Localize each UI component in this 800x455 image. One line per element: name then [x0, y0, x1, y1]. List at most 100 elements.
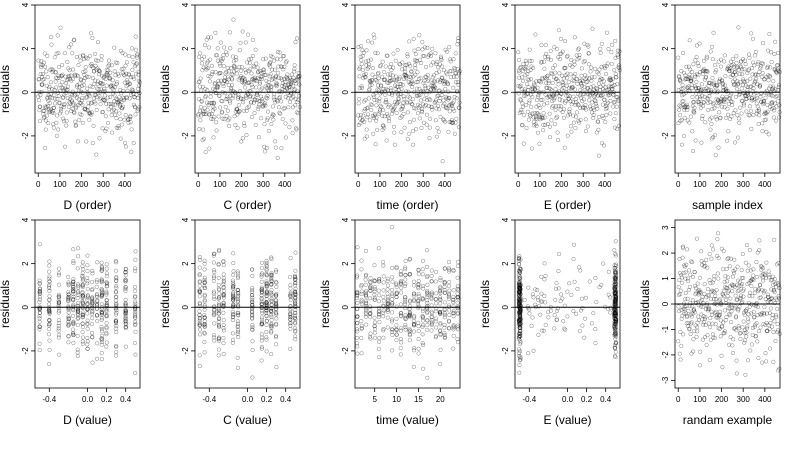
- data-point: [212, 338, 217, 343]
- data-point: [572, 62, 577, 67]
- data-point: [426, 85, 431, 90]
- data-point: [710, 106, 715, 112]
- data-point: [113, 289, 118, 294]
- data-point: [702, 291, 707, 296]
- data-point: [250, 310, 255, 315]
- data-point: [37, 305, 42, 311]
- data-point: [43, 127, 48, 132]
- data-point: [690, 274, 696, 280]
- data-point: [47, 285, 52, 291]
- data-point: [745, 79, 750, 84]
- data-point: [105, 120, 111, 126]
- data-point: [683, 276, 688, 281]
- data-point: [411, 142, 416, 147]
- data-point: [197, 257, 203, 262]
- data-point: [517, 288, 522, 293]
- data-point: [614, 319, 619, 324]
- data-point: [419, 125, 424, 131]
- data-point: [613, 276, 618, 281]
- data-point: [372, 335, 378, 340]
- data-point: [75, 95, 80, 101]
- data-point: [724, 266, 729, 272]
- data-point: [704, 56, 709, 61]
- data-point: [764, 260, 769, 265]
- data-point: [559, 98, 565, 103]
- data-point: [718, 116, 723, 121]
- data-point: [360, 118, 365, 123]
- data-point: [237, 64, 242, 70]
- data-point: [573, 102, 578, 107]
- data-point: [235, 331, 240, 336]
- data-point: [758, 325, 763, 330]
- data-point: [772, 66, 777, 72]
- data-point: [293, 292, 298, 297]
- data-point: [250, 293, 255, 298]
- data-point: [420, 341, 425, 346]
- data-point: [394, 110, 399, 115]
- data-point: [437, 69, 442, 74]
- data-point: [124, 84, 129, 89]
- data-point: [404, 76, 409, 81]
- data-point: [718, 115, 723, 120]
- data-point: [88, 84, 93, 89]
- data-point: [446, 294, 451, 299]
- data-point: [709, 115, 714, 120]
- data-point: [552, 326, 557, 331]
- data-point: [368, 336, 373, 341]
- data-point: [517, 290, 522, 295]
- data-point: [685, 247, 690, 252]
- data-point: [57, 332, 62, 337]
- data-point: [449, 103, 454, 108]
- data-point: [438, 284, 443, 289]
- data-point: [119, 100, 124, 105]
- y-axis-label: residuals: [318, 65, 332, 113]
- data-point: [571, 94, 576, 99]
- data-point: [739, 300, 744, 306]
- data-point: [442, 322, 447, 327]
- data-point: [734, 371, 739, 376]
- data-point: [684, 262, 689, 267]
- data-point: [288, 295, 293, 300]
- data-point: [756, 287, 761, 292]
- data-point: [679, 117, 684, 122]
- data-point: [259, 346, 264, 351]
- data-point: [259, 287, 264, 293]
- data-point: [216, 307, 221, 312]
- data-point: [264, 308, 269, 314]
- data-point: [709, 256, 714, 261]
- data-point: [523, 58, 528, 63]
- data-point: [575, 286, 580, 291]
- data-point: [716, 256, 721, 261]
- data-point: [753, 322, 758, 327]
- data-point: [676, 285, 681, 290]
- data-point: [601, 261, 606, 266]
- data-point: [613, 71, 618, 77]
- data-point: [87, 117, 92, 122]
- data-point: [439, 64, 445, 69]
- data-point: [733, 82, 738, 87]
- data-point: [56, 292, 61, 297]
- data-point: [696, 64, 701, 69]
- data-point: [412, 293, 417, 298]
- data-point: [451, 268, 456, 273]
- data-point: [432, 100, 437, 105]
- y-tick-label: 1: [661, 276, 670, 281]
- data-point: [754, 111, 759, 116]
- data-point: [554, 308, 560, 313]
- data-point: [217, 291, 222, 296]
- data-point: [747, 293, 752, 298]
- data-point: [776, 99, 781, 104]
- data-point: [702, 282, 707, 287]
- y-tick-label: -2: [501, 347, 510, 355]
- x-tick-label: 400: [758, 395, 772, 404]
- data-point: [451, 325, 456, 330]
- data-point: [385, 301, 390, 306]
- data-point: [394, 281, 399, 286]
- data-point: [601, 79, 606, 84]
- data-point: [283, 80, 288, 85]
- data-point: [375, 51, 380, 56]
- data-point: [568, 124, 573, 129]
- data-point: [735, 282, 740, 287]
- data-point: [561, 81, 566, 86]
- data-point: [716, 325, 721, 330]
